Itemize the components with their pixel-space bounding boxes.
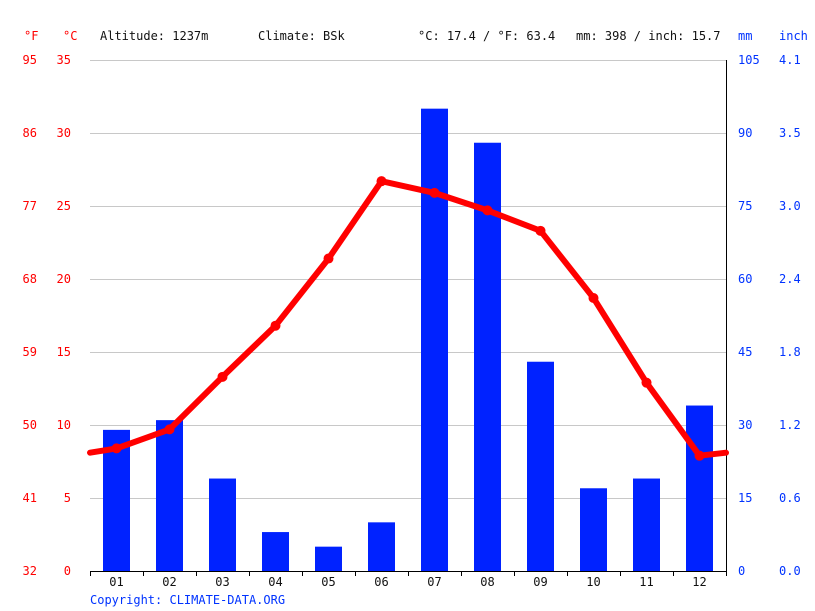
precipitation-bar xyxy=(686,405,713,571)
precipitation-bar xyxy=(315,546,342,571)
altitude-label: Altitude: 1237m xyxy=(100,29,208,43)
mm-tick-label: 30 xyxy=(738,418,752,432)
celsius-tick-label: 0 xyxy=(64,564,71,578)
fahrenheit-tick-label: 77 xyxy=(23,199,37,213)
precipitation-bar xyxy=(527,361,554,571)
fahrenheit-tick-label: 68 xyxy=(23,272,37,286)
temperature-line xyxy=(87,178,729,459)
temperature-line-layer xyxy=(87,176,729,461)
x-axis-ticks: 01 02 03 04 05 06 07 08 09 10 11 12 xyxy=(90,571,727,589)
celsius-tick-label: 10 xyxy=(57,418,71,432)
temperature-point xyxy=(217,371,228,382)
temperature-point xyxy=(270,320,281,331)
mm-tick-label: 105 xyxy=(738,53,760,67)
fahrenheit-tick-label: 32 xyxy=(23,564,37,578)
celsius-tick-label: 20 xyxy=(57,272,71,286)
fahrenheit-tick-label: 41 xyxy=(23,491,37,505)
fahrenheit-tick-label: 86 xyxy=(23,126,37,140)
temperature-point xyxy=(111,443,122,454)
x-tick-label: 06 xyxy=(374,575,388,589)
precipitation-bar xyxy=(262,532,289,571)
temperature-point xyxy=(323,253,334,264)
left-axis-tick-labels: 32 0 41 5 50 10 59 15 68 20 77 25 86 30 95 35 xyxy=(23,53,71,578)
precipitation-bar xyxy=(209,478,236,571)
copyright-link[interactable]: Copyright: CLIMATE-DATA.ORG xyxy=(90,593,285,607)
celsius-tick-label: 15 xyxy=(57,345,71,359)
temperature-point xyxy=(482,205,493,216)
celsius-tick-label: 30 xyxy=(57,126,71,140)
x-tick-label: 07 xyxy=(427,575,441,589)
gridlines xyxy=(90,60,726,499)
precipitation-bar xyxy=(156,420,183,571)
temperature-point xyxy=(641,377,652,388)
climate-label: Climate: BSk xyxy=(258,29,345,43)
mm-tick-label: 45 xyxy=(738,345,752,359)
temperature-point xyxy=(694,450,705,461)
inch-tick-label: 0.6 xyxy=(779,491,801,505)
x-tick-label: 03 xyxy=(215,575,229,589)
mm-tick-label: 75 xyxy=(738,199,752,213)
celsius-tick-label: 35 xyxy=(57,53,71,67)
x-tick-label: 08 xyxy=(480,575,494,589)
right-axis-tick-labels: 0 0.0 15 0.6 30 1.2 45 1.8 60 2.4 75 3.0 90 3.5 105 4.1 xyxy=(738,53,801,578)
inch-tick-label: 3.5 xyxy=(779,126,801,140)
mm-tick-label: 15 xyxy=(738,491,752,505)
mm-unit-label: mm xyxy=(738,29,752,43)
inch-unit-label: inch xyxy=(779,29,808,43)
celsius-unit-label: °C xyxy=(63,29,77,43)
fahrenheit-tick-label: 59 xyxy=(23,345,37,359)
temperature-point xyxy=(588,292,599,303)
x-tick-label: 01 xyxy=(109,575,123,589)
inch-tick-label: 1.8 xyxy=(779,345,801,359)
mm-tick-label: 60 xyxy=(738,272,752,286)
mm-tick-label: 90 xyxy=(738,126,752,140)
celsius-tick-label: 25 xyxy=(57,199,71,213)
temperature-point xyxy=(164,424,175,435)
fahrenheit-unit-label: °F xyxy=(24,29,38,43)
temperature-point xyxy=(429,187,440,198)
x-tick-label: 04 xyxy=(268,575,282,589)
total-precipitation-label: mm: 398 / inch: 15.7 xyxy=(576,29,721,43)
inch-tick-label: 0.0 xyxy=(779,564,801,578)
x-tick-label: 11 xyxy=(639,575,653,589)
mm-tick-label: 0 xyxy=(738,564,745,578)
average-temperature-label: °C: 17.4 / °F: 63.4 xyxy=(418,29,555,43)
inch-tick-label: 4.1 xyxy=(779,53,801,67)
precipitation-bar xyxy=(580,488,607,571)
inch-tick-label: 3.0 xyxy=(779,199,801,213)
precipitation-bar xyxy=(368,522,395,571)
precipitation-bar xyxy=(421,108,448,572)
precipitation-bar xyxy=(633,478,660,571)
x-tick-label: 09 xyxy=(533,575,547,589)
axes xyxy=(90,60,727,572)
temperature-point xyxy=(535,225,546,236)
fahrenheit-tick-label: 95 xyxy=(23,53,37,67)
x-tick-label: 12 xyxy=(692,575,706,589)
inch-tick-label: 1.2 xyxy=(779,418,801,432)
temperature-point xyxy=(376,176,387,187)
celsius-tick-label: 5 xyxy=(64,491,71,505)
precipitation-bar xyxy=(103,429,130,571)
inch-tick-label: 2.4 xyxy=(779,272,801,286)
x-tick-label: 05 xyxy=(321,575,335,589)
x-tick-label: 10 xyxy=(586,575,600,589)
x-tick-label: 02 xyxy=(162,575,176,589)
fahrenheit-tick-label: 50 xyxy=(23,418,37,432)
